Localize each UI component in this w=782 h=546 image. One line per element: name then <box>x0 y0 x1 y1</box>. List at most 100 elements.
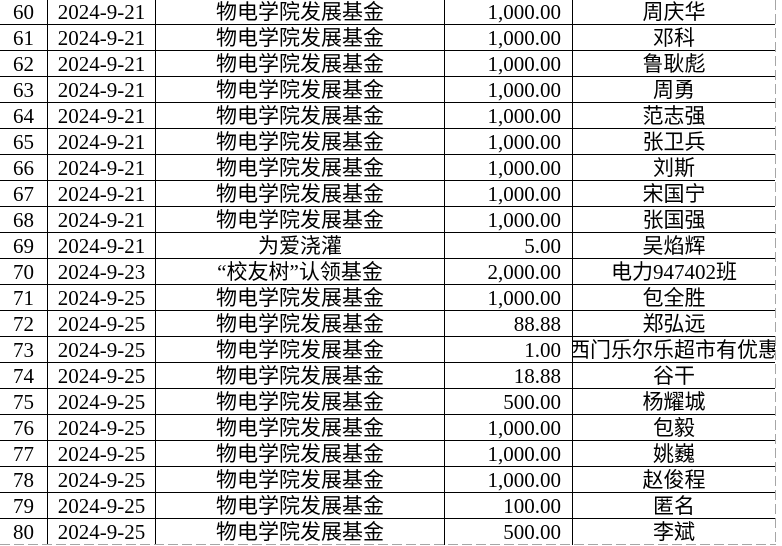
row-number-cell[interactable]: 65 <box>0 129 48 154</box>
date-cell[interactable]: 2024-9-25 <box>48 337 156 362</box>
date-cell[interactable]: 2024-9-21 <box>48 155 156 180</box>
donor-name-cell[interactable]: 谷干 <box>653 363 695 388</box>
amount-cell[interactable]: 1,000.00 <box>445 77 573 102</box>
donor-name-cell[interactable]: 电力947402班 <box>611 259 737 284</box>
date-cell[interactable]: 2024-9-21 <box>48 77 156 102</box>
row-number-cell[interactable]: 74 <box>0 363 48 388</box>
fund-name-cell[interactable]: 物电学院发展基金 <box>156 0 445 24</box>
date-cell[interactable]: 2024-9-25 <box>48 467 156 492</box>
row-number-cell[interactable]: 60 <box>0 0 48 24</box>
donor-name-cell[interactable]: 姚巍 <box>653 441 695 466</box>
fund-name-cell[interactable]: 物电学院发展基金 <box>156 493 445 518</box>
date-cell[interactable]: 2024-9-21 <box>48 129 156 154</box>
fund-name-cell[interactable]: 物电学院发展基金 <box>156 363 445 388</box>
amount-cell[interactable]: 1,000.00 <box>445 103 573 128</box>
row-number-cell[interactable]: 73 <box>0 337 48 362</box>
date-cell[interactable]: 2024-9-23 <box>48 259 156 284</box>
date-cell[interactable]: 2024-9-21 <box>48 103 156 128</box>
donor-name-cell[interactable]: 周勇 <box>653 77 695 102</box>
date-cell[interactable]: 2024-9-25 <box>48 519 156 545</box>
fund-name-cell[interactable]: 物电学院发展基金 <box>156 415 445 440</box>
fund-name-cell[interactable]: 物电学院发展基金 <box>156 285 445 310</box>
date-cell[interactable]: 2024-9-25 <box>48 389 156 414</box>
amount-cell[interactable]: 500.00 <box>445 389 573 414</box>
fund-name-cell[interactable]: 物电学院发展基金 <box>156 467 445 492</box>
amount-cell[interactable]: 1,000.00 <box>445 51 573 76</box>
donor-name-cell[interactable]: 张卫兵 <box>642 129 706 154</box>
donor-name-cell[interactable]: 邓科 <box>653 25 695 50</box>
date-cell[interactable]: 2024-9-25 <box>48 285 156 310</box>
fund-name-cell[interactable]: 物电学院发展基金 <box>156 77 445 102</box>
row-number-cell[interactable]: 64 <box>0 103 48 128</box>
date-cell[interactable]: 2024-9-21 <box>48 233 156 258</box>
amount-cell[interactable]: 1,000.00 <box>445 155 573 180</box>
donor-name-cell[interactable]: 匿名 <box>653 493 695 518</box>
donor-name-cell[interactable]: 郑弘远 <box>642 311 706 336</box>
amount-cell[interactable]: 500.00 <box>445 519 573 545</box>
fund-name-cell[interactable]: 物电学院发展基金 <box>156 155 445 180</box>
fund-name-cell[interactable]: 物电学院发展基金 <box>156 207 445 232</box>
donor-name-cell[interactable]: 范志强 <box>642 103 706 128</box>
row-number-cell[interactable]: 78 <box>0 467 48 492</box>
row-number-cell[interactable]: 79 <box>0 493 48 518</box>
amount-cell[interactable]: 1,000.00 <box>445 181 573 206</box>
fund-name-cell[interactable]: 物电学院发展基金 <box>156 337 445 362</box>
donor-name-cell[interactable]: 刘斯 <box>653 155 695 180</box>
amount-cell[interactable]: 1,000.00 <box>445 207 573 232</box>
fund-name-cell[interactable]: 物电学院发展基金 <box>156 129 445 154</box>
fund-name-cell[interactable]: 物电学院发展基金 <box>156 311 445 336</box>
row-number-cell[interactable]: 62 <box>0 51 48 76</box>
donor-name-cell[interactable]: 李斌 <box>653 520 695 544</box>
amount-cell[interactable]: 18.88 <box>445 363 573 388</box>
date-cell[interactable]: 2024-9-21 <box>48 25 156 50</box>
amount-cell[interactable]: 1.00 <box>445 337 573 362</box>
fund-name-cell[interactable]: 物电学院发展基金 <box>156 519 445 545</box>
amount-cell[interactable]: 5.00 <box>445 233 573 258</box>
date-cell[interactable]: 2024-9-25 <box>48 493 156 518</box>
row-number-cell[interactable]: 80 <box>0 519 48 545</box>
row-number-cell[interactable]: 75 <box>0 389 48 414</box>
date-cell[interactable]: 2024-9-21 <box>48 51 156 76</box>
amount-cell[interactable]: 1,000.00 <box>445 129 573 154</box>
donor-name-cell[interactable]: 包毅 <box>653 415 695 440</box>
row-number-cell[interactable]: 77 <box>0 441 48 466</box>
row-number-cell[interactable]: 72 <box>0 311 48 336</box>
amount-cell[interactable]: 1,000.00 <box>445 415 573 440</box>
row-number-cell[interactable]: 61 <box>0 25 48 50</box>
donor-name-cell[interactable]: 包全胜 <box>642 285 706 310</box>
row-number-cell[interactable]: 68 <box>0 207 48 232</box>
fund-name-cell[interactable]: 物电学院发展基金 <box>156 103 445 128</box>
row-number-cell[interactable]: 71 <box>0 285 48 310</box>
fund-name-cell[interactable]: 为爱浇灌 <box>156 233 445 258</box>
date-cell[interactable]: 2024-9-25 <box>48 415 156 440</box>
donor-name-cell[interactable]: 西门乐尔乐超市有优惠 <box>573 337 775 362</box>
row-number-cell[interactable]: 63 <box>0 77 48 102</box>
donor-name-cell[interactable]: 鲁耿彪 <box>642 51 706 76</box>
row-number-cell[interactable]: 76 <box>0 415 48 440</box>
fund-name-cell[interactable]: 物电学院发展基金 <box>156 25 445 50</box>
fund-name-cell[interactable]: 物电学院发展基金 <box>156 441 445 466</box>
amount-cell[interactable]: 2,000.00 <box>445 259 573 284</box>
date-cell[interactable]: 2024-9-21 <box>48 0 156 24</box>
fund-name-cell[interactable]: 物电学院发展基金 <box>156 389 445 414</box>
date-cell[interactable]: 2024-9-21 <box>48 207 156 232</box>
date-cell[interactable]: 2024-9-25 <box>48 441 156 466</box>
amount-cell[interactable]: 88.88 <box>445 311 573 336</box>
fund-name-cell[interactable]: 物电学院发展基金 <box>156 51 445 76</box>
amount-cell[interactable]: 100.00 <box>445 493 573 518</box>
amount-cell[interactable]: 1,000.00 <box>445 25 573 50</box>
donor-name-cell[interactable]: 吴焰辉 <box>642 233 706 258</box>
amount-cell[interactable]: 1,000.00 <box>445 285 573 310</box>
row-number-cell[interactable]: 66 <box>0 155 48 180</box>
fund-name-cell[interactable]: 物电学院发展基金 <box>156 181 445 206</box>
date-cell[interactable]: 2024-9-25 <box>48 363 156 388</box>
donor-name-cell[interactable]: 赵俊程 <box>642 467 706 492</box>
row-number-cell[interactable]: 67 <box>0 181 48 206</box>
date-cell[interactable]: 2024-9-25 <box>48 311 156 336</box>
amount-cell[interactable]: 1,000.00 <box>445 441 573 466</box>
amount-cell[interactable]: 1,000.00 <box>445 467 573 492</box>
row-number-cell[interactable]: 69 <box>0 233 48 258</box>
row-number-cell[interactable]: 70 <box>0 259 48 284</box>
amount-cell[interactable]: 1,000.00 <box>445 0 573 24</box>
date-cell[interactable]: 2024-9-21 <box>48 181 156 206</box>
